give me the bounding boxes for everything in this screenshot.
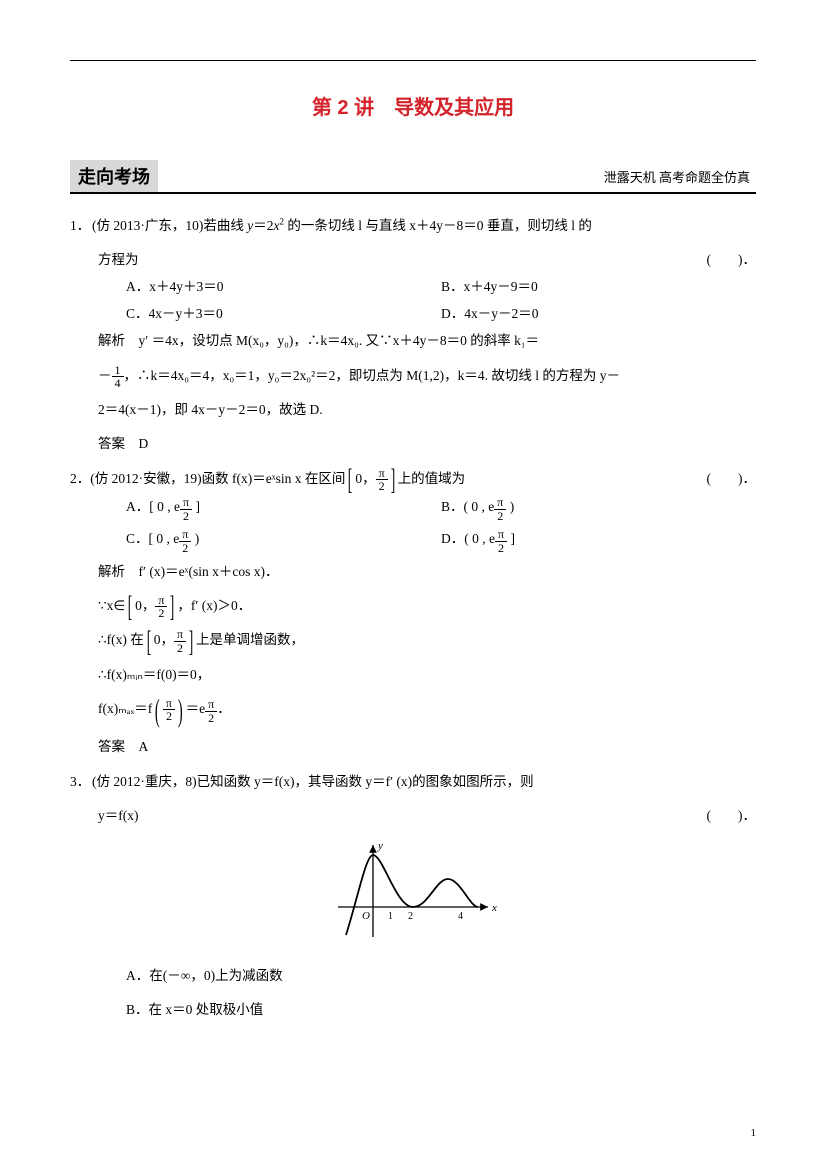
question-3: 3．(仿 2012·重庆，8)已知函数 y＝f(x)，其导函数 y＝f′ (x)…	[70, 768, 756, 796]
q3-opt-a: A．在(－∞，0)上为减函数	[70, 962, 756, 990]
svg-text:O: O	[362, 910, 370, 922]
q1-frac: 14	[112, 364, 124, 390]
q2-sol-1: 解析 f′ (x)＝eˣ(sin x＋cos x)．	[70, 558, 756, 586]
q2-opt-c: C．[ 0 , eπ2 )	[126, 525, 441, 557]
svg-text:2: 2	[408, 911, 413, 922]
q1-opt-c: C．4x－y＋3＝0	[126, 300, 441, 327]
question-1: 1．(仿 2013·广东，10)若曲线 y＝2x2 的一条切线 l 与直线 x＋…	[70, 212, 756, 240]
q3-number: 3．	[70, 768, 92, 796]
q2-answer: 答案 A	[70, 733, 756, 761]
q1-sol-label: 解析	[98, 333, 139, 348]
question-2: 2．(仿 2012·安徽，19)函数 f(x)＝eˣsin x 在区间[0，π2…	[70, 465, 756, 493]
q1-opt-b: B．x＋4y－9＝0	[441, 273, 756, 300]
section-subtitle: 泄露天机 高考命题全仿真	[604, 167, 756, 186]
q2-text-b: 上的值域为	[398, 471, 466, 486]
q2-sol3-b: 上是单调增函数，	[196, 632, 304, 647]
q2-sol-2: ∵x∈[0，π2]，f′ (x)＞0．	[70, 592, 756, 620]
q2-opt-d: D．( 0 , eπ2 ]	[441, 525, 756, 557]
q1-answer: 答案 D	[70, 430, 756, 458]
q2-options-row2: C．[ 0 , eπ2 ) D．( 0 , eπ2 ]	[70, 525, 756, 557]
q2-sol-5: f(x)ₘₐₓ＝f(π2)＝eπ2．	[70, 695, 756, 727]
q1-options-row2: C．4x－y＋3＝0 D．4x－y－2＝0	[70, 300, 756, 327]
q1-sol1-a: y′ ＝4x，设切点 M(x₀，y₀)，∴k＝4x₀. 又∵x＋4y－8＝0 的…	[139, 333, 540, 348]
page: 第 2 讲 导数及其应用 走向考场 泄露天机 高考命题全仿真 1．(仿 2013…	[0, 0, 826, 1169]
q2-sol5-b: ＝e	[186, 701, 206, 716]
q2-int-a: 0，	[355, 471, 375, 486]
svg-text:4: 4	[458, 911, 463, 922]
q2-sol-label: 解析	[98, 564, 139, 579]
q1-opt-d: D．4x－y－2＝0	[441, 300, 756, 327]
q2-sol5-a: f(x)ₘₐₓ＝f	[98, 701, 152, 716]
page-number: 1	[751, 1127, 757, 1139]
q1-line2-text: 方程为	[98, 246, 139, 273]
q1-expr: y	[247, 218, 253, 233]
svg-text:1: 1	[388, 911, 393, 922]
q3-text-a: (仿 2012·重庆，8)已知函数 y＝f(x)，其导函数 y＝f′ (x)的图…	[92, 774, 534, 789]
svg-text:y: y	[377, 840, 383, 852]
q3-line2: y＝f(x) ( )．	[70, 802, 756, 829]
lecture-title: 第 2 讲 导数及其应用	[70, 91, 756, 120]
section-bar: 走向考场 泄露天机 高考命题全仿真	[70, 160, 756, 194]
q3-blank: ( )．	[706, 802, 756, 829]
q1-text-b: 的一条切线 l 与直线 x＋4y－8＝0 垂直，则切线 l 的	[284, 218, 592, 233]
q3-opt-b: B．在 x＝0 处取极小值	[70, 996, 756, 1024]
q1-sol2-b: ，∴k＝4x₀＝4，x₀＝1，y₀＝2x₀²＝2，即切点为 M(1,2)，k＝4…	[124, 368, 621, 383]
q1-sol-2: －14，∴k＝4x₀＝4，x₀＝1，y₀＝2x₀²＝2，即切点为 M(1,2)，…	[70, 362, 756, 390]
q1-sol-3: 2＝4(x－1)，即 4x－y－2＝0，故选 D.	[70, 396, 756, 424]
bracket-r: ]	[390, 466, 395, 493]
section-label: 走向考场	[70, 160, 158, 192]
q1-options-row1: A．x＋4y＋3＝0 B．x＋4y－9＝0	[70, 273, 756, 300]
q2-sol3-a: ∴f(x) 在	[98, 632, 144, 647]
q2-sol-4: ∴f(x)ₘᵢₙ＝f(0)＝0，	[70, 661, 756, 689]
bracket-l: [	[348, 466, 353, 493]
q2-options-row1: A．[ 0 , eπ2 ] B．( 0 , eπ2 )	[70, 493, 756, 525]
q2-blank: ( )．	[706, 465, 756, 492]
top-rule	[70, 60, 756, 61]
q2-sol-3: ∴f(x) 在[0，π2]上是单调增函数，	[70, 626, 756, 654]
q2-opt-b: B．( 0 , eπ2 )	[441, 493, 756, 525]
q2-sol2-a: ∵x∈	[98, 598, 125, 613]
derivative-graph-icon: x y O 1 2 4	[328, 837, 498, 947]
q1-text-a: (仿 2013·广东，10)若曲线	[92, 218, 247, 233]
q1-blank: ( )．	[706, 246, 756, 273]
q1-sol-1: 解析 y′ ＝4x，设切点 M(x₀，y₀)，∴k＝4x₀. 又∵x＋4y－8＝…	[70, 327, 756, 355]
q2-text-a: (仿 2012·安徽，19)函数 f(x)＝eˣsin x 在区间	[90, 471, 345, 486]
q1-sol2-a: －	[98, 368, 112, 383]
q1-line2: 方程为 ( )．	[70, 246, 756, 273]
q1-opt-a: A．x＋4y＋3＝0	[126, 273, 441, 300]
q2-sol2-b: ，f′ (x)＞0．	[177, 598, 251, 613]
q3-graph: x y O 1 2 4	[70, 837, 756, 952]
q2-int-frac: π2	[376, 467, 388, 493]
q2-number: 2．	[70, 471, 90, 486]
q1-number: 1．	[70, 212, 92, 240]
q2-opt-a: A．[ 0 , eπ2 ]	[126, 493, 441, 525]
q3-line2-text: y＝f(x)	[98, 802, 139, 829]
q2-sol5-c: ．	[217, 701, 231, 716]
q2-sol1: f′ (x)＝eˣ(sin x＋cos x)．	[139, 564, 279, 579]
svg-text:x: x	[491, 902, 497, 914]
